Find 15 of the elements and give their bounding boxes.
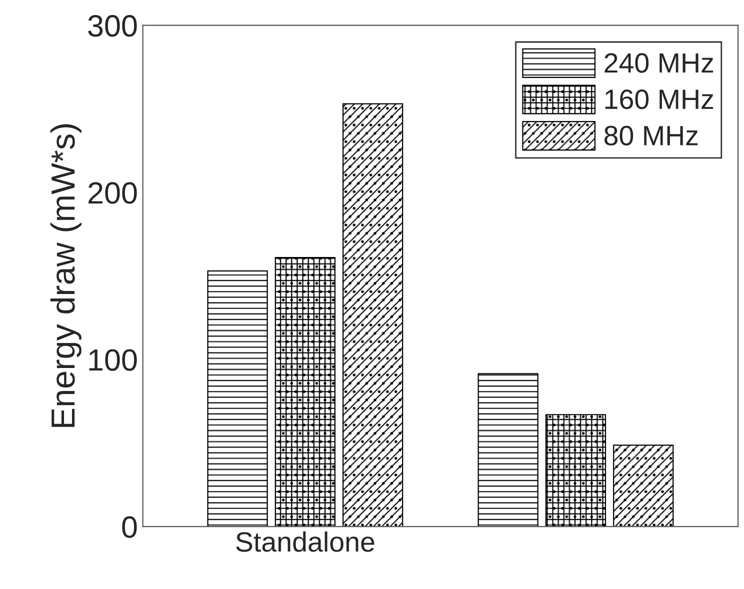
y-axis-title: Energy draw (mW*s) [50, 124, 82, 427]
y-tick-label: 300 [88, 15, 137, 37]
bar [545, 414, 606, 527]
y-tick-label: 200 [88, 182, 137, 204]
y-tick-label: 0 [122, 516, 137, 538]
bar [478, 373, 538, 527]
legend-label: 240 MHz [604, 53, 714, 73]
legend-label: 160 MHz [605, 89, 714, 110]
bar [613, 444, 674, 527]
legend-label: 80 MHz [604, 126, 698, 146]
bar [207, 270, 268, 527]
y-tick-label: 100 [89, 349, 137, 371]
bar [274, 257, 336, 527]
x-tick-label: Standalone [236, 531, 374, 552]
bar [342, 103, 404, 527]
